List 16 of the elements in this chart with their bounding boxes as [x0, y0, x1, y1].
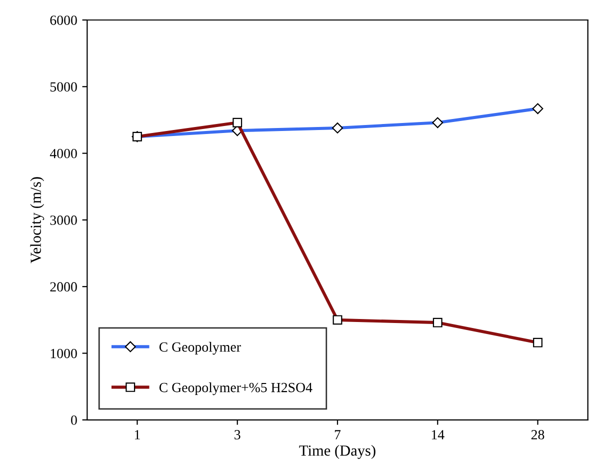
y-axis-title: Velocity (m/s): [30, 177, 44, 264]
x-tick-label: 14: [432, 430, 444, 440]
y-tick-label: 5000: [50, 82, 77, 92]
y-tick-label: 3000: [50, 216, 77, 225]
x-tick-label: 1: [134, 430, 140, 440]
y-tick-label: 4000: [50, 148, 77, 158]
y-tick-label: 1000: [50, 348, 77, 358]
x-tick-label: 7: [334, 430, 341, 440]
x-tick-label: 3: [234, 430, 240, 440]
y-tick-label: 6000: [50, 16, 77, 25]
y-tick-label: 2000: [50, 282, 77, 292]
legend-label: C Geopolymer+%5 H2SO4: [159, 382, 312, 396]
x-tick-label: 28: [531, 430, 544, 440]
y-tick-label: 0: [71, 415, 77, 425]
legend-label: C Geopolymer: [159, 342, 241, 355]
x-axis-title: Time (Days): [299, 444, 376, 459]
